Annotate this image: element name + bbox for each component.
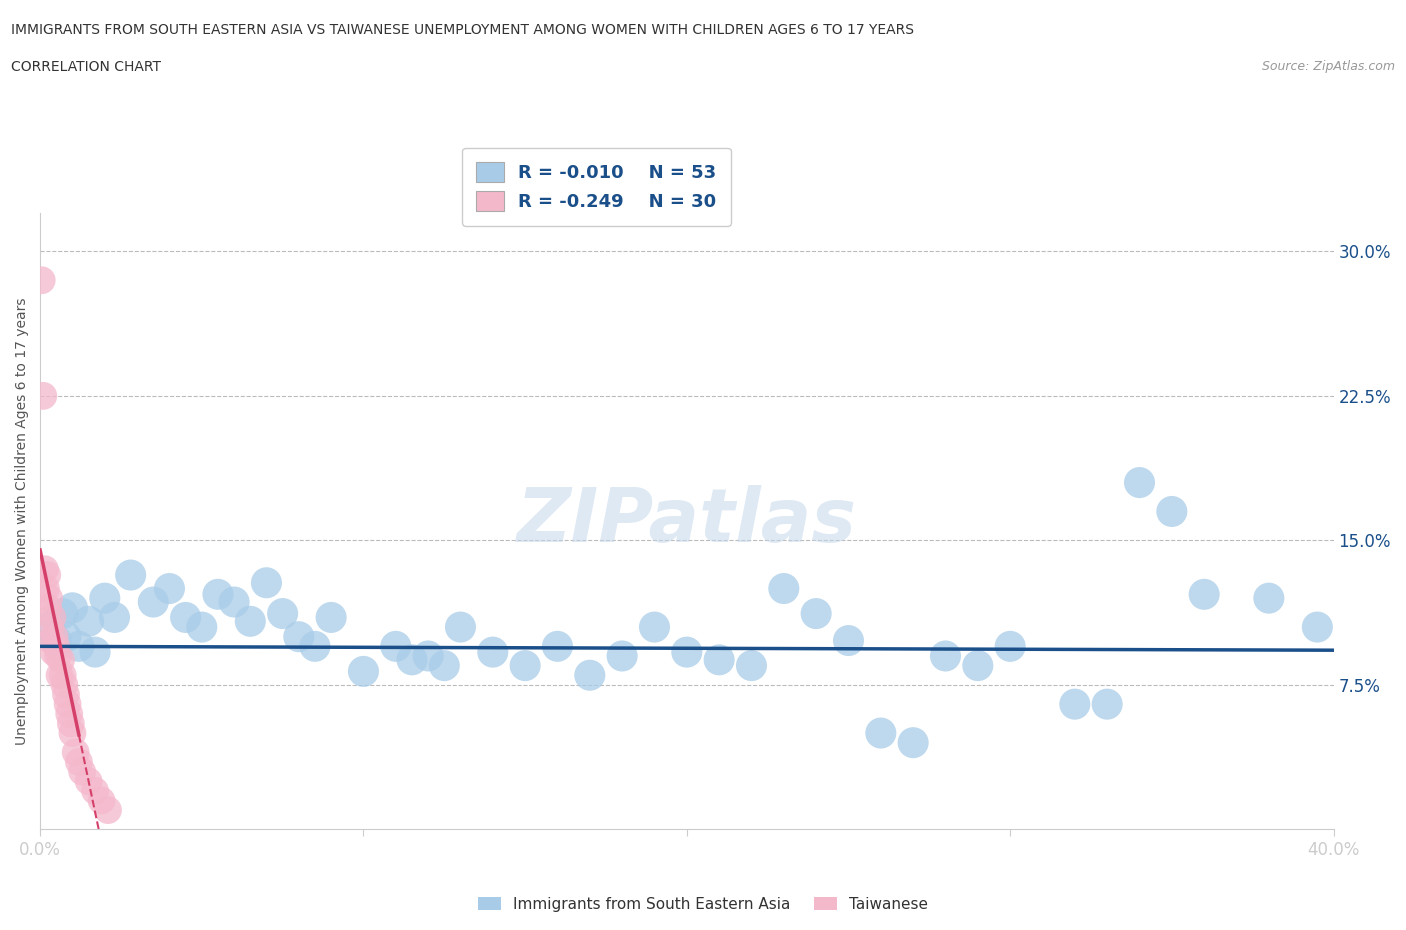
Point <box>37 601 59 616</box>
Point <box>321 610 343 625</box>
Point <box>77 614 100 629</box>
Text: ZIPatlas: ZIPatlas <box>517 485 856 558</box>
Text: CORRELATION CHART: CORRELATION CHART <box>11 60 162 74</box>
Point <box>740 658 762 673</box>
Point <box>103 610 125 625</box>
Point <box>55 630 77 644</box>
Point <box>97 803 120 817</box>
Point <box>256 576 278 591</box>
Point <box>48 668 70 683</box>
Point <box>120 567 142 582</box>
Point <box>418 648 440 663</box>
Text: Source: ZipAtlas.com: Source: ZipAtlas.com <box>1261 60 1395 73</box>
Point <box>56 697 79 711</box>
Point <box>966 658 988 673</box>
Point <box>32 389 55 404</box>
Point <box>934 648 956 663</box>
Point <box>37 567 59 582</box>
Point <box>34 562 56 577</box>
Point <box>62 601 84 616</box>
Text: IMMIGRANTS FROM SOUTH EASTERN ASIA VS TAIWANESE UNEMPLOYMENT AMONG WOMEN WITH CH: IMMIGRANTS FROM SOUTH EASTERN ASIA VS TA… <box>11 23 914 37</box>
Point <box>353 664 375 679</box>
Point <box>901 736 924 751</box>
Point <box>304 639 326 654</box>
Point <box>433 658 456 673</box>
Point <box>837 633 859 648</box>
Point <box>41 610 63 625</box>
Point <box>45 633 67 648</box>
Y-axis label: Unemployment Among Women with Children Ages 6 to 17 years: Unemployment Among Women with Children A… <box>15 298 30 745</box>
Point <box>1095 697 1118 711</box>
Point <box>1160 504 1182 519</box>
Point <box>1192 587 1215 602</box>
Point <box>191 619 214 634</box>
Point <box>52 668 75 683</box>
Point <box>1128 475 1150 490</box>
Point <box>1257 591 1279 605</box>
Point <box>578 668 600 683</box>
Point <box>55 687 77 702</box>
Point <box>52 606 75 621</box>
Point <box>1306 619 1329 634</box>
Legend: Immigrants from South Eastern Asia, Taiwanese: Immigrants from South Eastern Asia, Taiw… <box>472 890 934 918</box>
Point <box>49 652 72 667</box>
Point <box>31 272 53 287</box>
Point <box>288 630 311 644</box>
Point <box>58 707 80 722</box>
Point <box>35 581 58 596</box>
Point <box>67 754 90 769</box>
Point <box>38 591 60 605</box>
Point <box>481 644 503 659</box>
Point <box>271 606 294 621</box>
Point <box>53 677 76 692</box>
Point <box>869 725 891 740</box>
Point <box>46 648 69 663</box>
Point <box>174 610 197 625</box>
Point <box>142 594 165 609</box>
Point <box>62 725 84 740</box>
Point <box>42 644 65 659</box>
Point <box>65 745 87 760</box>
Point <box>41 633 63 648</box>
Point <box>39 619 62 634</box>
Point <box>45 639 67 654</box>
Point <box>513 658 536 673</box>
Point <box>772 581 794 596</box>
Legend: R = -0.010    N = 53, R = -0.249    N = 30: R = -0.010 N = 53, R = -0.249 N = 30 <box>463 148 731 226</box>
Point <box>1063 697 1085 711</box>
Point <box>70 764 93 779</box>
Point <box>44 630 66 644</box>
Point <box>546 639 568 654</box>
Point <box>90 793 112 808</box>
Point <box>804 606 827 621</box>
Point <box>94 591 117 605</box>
Point <box>67 639 90 654</box>
Point <box>38 619 60 634</box>
Point <box>675 644 697 659</box>
Point <box>84 783 107 798</box>
Point <box>84 644 107 659</box>
Point <box>239 614 262 629</box>
Point <box>643 619 665 634</box>
Point <box>385 639 408 654</box>
Point <box>450 619 472 634</box>
Point <box>159 581 181 596</box>
Point <box>998 639 1021 654</box>
Point <box>401 652 423 667</box>
Point <box>207 587 229 602</box>
Point <box>59 716 82 731</box>
Point <box>77 774 100 789</box>
Point <box>610 648 633 663</box>
Point <box>707 652 730 667</box>
Point <box>224 594 246 609</box>
